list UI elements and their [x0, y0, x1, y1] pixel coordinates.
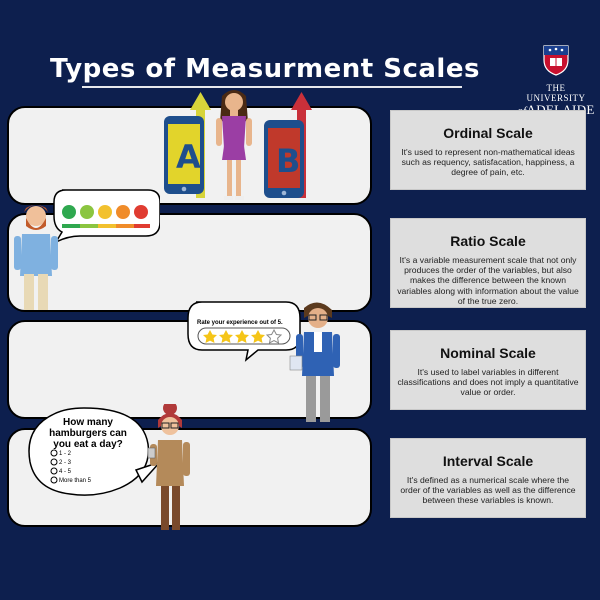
emoji-rating-icon	[53, 189, 160, 244]
phone-b-letter: B	[276, 142, 301, 180]
star-icon	[219, 330, 233, 343]
panel3-illustration	[187, 301, 340, 422]
star-icon	[203, 330, 217, 343]
woman-figure	[216, 90, 252, 200]
card-body: It's used to represent non-mathematical …	[401, 147, 575, 178]
answer-option[interactable]: 2 - 3	[59, 460, 72, 466]
university-crest-icon	[543, 45, 569, 76]
card-interval-scale: Interval Scale It's defined as a numeric…	[390, 438, 586, 518]
card-ratio-scale: Ratio Scale It's a variable measurement …	[390, 218, 586, 308]
phone-icon	[264, 120, 304, 198]
university-logo: THE UNIVERSITY ofADELAIDE	[516, 44, 596, 118]
rating-prompt: Rate your experience out of 5.	[197, 320, 283, 326]
panel1-illustration	[164, 90, 312, 200]
page-title: Types of Measurment Scales	[50, 54, 480, 84]
card-body: It's a variable measurement scale that n…	[397, 255, 579, 306]
card-title: Interval Scale	[442, 453, 534, 469]
man-figure	[14, 205, 58, 310]
card-title: Ratio Scale	[450, 233, 526, 249]
logo-line1: THE UNIVERSITY	[526, 83, 586, 103]
question-text: How many hamburgers can you eat a day?	[49, 417, 127, 450]
answer-option[interactable]: 1 - 2	[59, 451, 72, 457]
title-underline	[82, 86, 462, 88]
card-body: It's defined as a numerical scale where …	[400, 475, 576, 506]
star-icon	[235, 330, 249, 343]
answer-option[interactable]: More than 5	[59, 478, 92, 484]
panel2-illustration	[14, 189, 160, 310]
card-ordinal-scale: Ordinal Scale It's used to represent non…	[390, 110, 586, 190]
card-title: Nominal Scale	[440, 345, 536, 361]
star-rating	[203, 328, 283, 344]
card-body: It's used to label variables in differen…	[397, 367, 579, 398]
answer-options: 1 - 2 2 - 3 4 - 5 More than 5	[59, 450, 91, 486]
card-nominal-scale: Nominal Scale It's used to label variabl…	[390, 330, 586, 410]
panel-ratio	[7, 213, 372, 312]
star-icon	[265, 328, 283, 344]
phone-a-letter: A	[176, 138, 201, 176]
answer-option[interactable]: 4 - 5	[59, 469, 72, 475]
man-glasses-figure	[289, 302, 340, 422]
star-icon	[251, 330, 265, 343]
phone-icon	[164, 116, 204, 194]
card-title: Ordinal Scale	[443, 125, 533, 141]
panel4-illustration	[28, 404, 190, 530]
woman-glasses-figure	[147, 404, 190, 530]
